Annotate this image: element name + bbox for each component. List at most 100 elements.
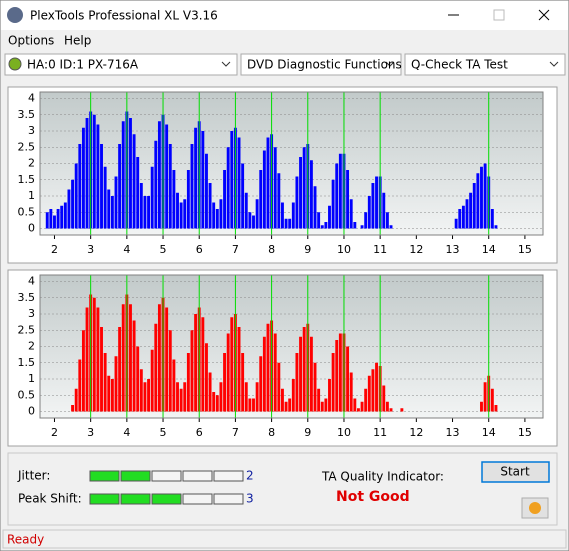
bar — [74, 388, 78, 412]
bar — [262, 150, 266, 229]
y-tick-label: 1.5 — [18, 173, 36, 186]
plot-border — [39, 91, 544, 236]
bar — [277, 173, 281, 229]
drive-combo[interactable] — [4, 53, 238, 76]
bar — [114, 356, 118, 412]
bar — [480, 401, 483, 412]
maximize-button[interactable] — [493, 9, 505, 21]
bar — [288, 218, 292, 229]
bar — [226, 147, 230, 229]
bar — [266, 137, 270, 229]
y-tick-label: 3 — [28, 307, 35, 320]
function-combo[interactable] — [240, 53, 402, 76]
bar — [389, 408, 393, 412]
bar — [375, 362, 378, 412]
bar — [335, 340, 339, 412]
bar — [364, 388, 368, 412]
bar — [172, 359, 176, 412]
bar — [168, 144, 172, 229]
window-title: PlexTools Professional XL V3.16 — [30, 9, 218, 23]
start-button[interactable] — [481, 461, 550, 483]
y-tick-label: 3.5 — [18, 291, 36, 304]
peak-shift-label: Peak Shift: — [18, 492, 82, 506]
close-button[interactable] — [538, 9, 550, 21]
bar — [85, 118, 89, 229]
bar — [472, 183, 476, 229]
bar — [45, 212, 49, 229]
bar — [208, 372, 212, 412]
bar — [346, 170, 350, 229]
charts: 00.511.522.533.542 3 4 5 6 7 8 9 10 11 12 13 14 1500.… — [7, 86, 558, 447]
level-box — [120, 470, 151, 482]
menu-item[interactable]: Options — [8, 34, 54, 48]
bar — [147, 196, 151, 229]
ta-result: Not Good — [336, 489, 410, 505]
bar — [349, 372, 353, 412]
bar — [157, 304, 161, 412]
bar — [241, 353, 245, 412]
bar — [324, 398, 328, 412]
bar — [49, 209, 53, 229]
bar — [118, 327, 122, 412]
level-box — [182, 470, 213, 482]
bar — [328, 379, 331, 412]
level-value: 2 — [246, 469, 254, 483]
bar — [74, 163, 78, 229]
ta-label: TA Quality Indicator: — [321, 470, 444, 484]
bar — [252, 398, 255, 412]
bar — [78, 144, 82, 229]
bar — [295, 353, 299, 412]
bar — [281, 202, 284, 229]
bar — [143, 382, 147, 412]
y-tick-label: 0 — [28, 405, 35, 418]
bar — [100, 327, 103, 412]
x-tick-label: 4 — [123, 426, 130, 439]
x-tick-label: 15 — [518, 243, 532, 256]
bar — [208, 183, 212, 229]
bar — [469, 192, 473, 229]
test-combo[interactable] — [404, 53, 566, 76]
title-bar — [1, 1, 568, 30]
x-tick-label: 14 — [482, 243, 496, 256]
x-tick-label: 13 — [446, 426, 460, 439]
level-box — [151, 493, 182, 505]
level-box — [151, 470, 182, 482]
bar — [143, 196, 147, 229]
bar — [483, 163, 487, 229]
bar — [230, 317, 234, 412]
bar — [494, 225, 498, 229]
bar — [284, 401, 288, 412]
bar — [259, 356, 263, 412]
y-tick-label: 0 — [28, 222, 35, 235]
bar — [114, 176, 118, 229]
bar — [360, 225, 364, 229]
x-tick-label: 3 — [87, 243, 94, 256]
bar — [262, 336, 266, 412]
bar — [56, 209, 60, 229]
level-value: 3 — [246, 492, 254, 506]
bar — [331, 179, 335, 229]
bar — [154, 140, 158, 229]
bar — [331, 353, 335, 412]
bar — [212, 392, 216, 412]
bar — [121, 304, 125, 412]
bar — [176, 382, 179, 412]
bar — [389, 225, 393, 229]
info-icon — [529, 502, 541, 514]
bar — [103, 353, 107, 412]
bar — [367, 196, 371, 229]
bar — [458, 209, 462, 229]
bar — [367, 375, 371, 412]
y-tick-label: 2 — [28, 157, 35, 170]
bar — [110, 379, 114, 412]
bar — [248, 398, 252, 412]
x-tick-label: 13 — [446, 243, 460, 256]
bar — [179, 202, 183, 229]
bar — [302, 327, 306, 412]
bar — [201, 131, 205, 229]
bar — [400, 408, 404, 412]
menu-item[interactable]: Help — [64, 34, 91, 48]
bar — [150, 349, 154, 412]
bar — [353, 398, 357, 412]
